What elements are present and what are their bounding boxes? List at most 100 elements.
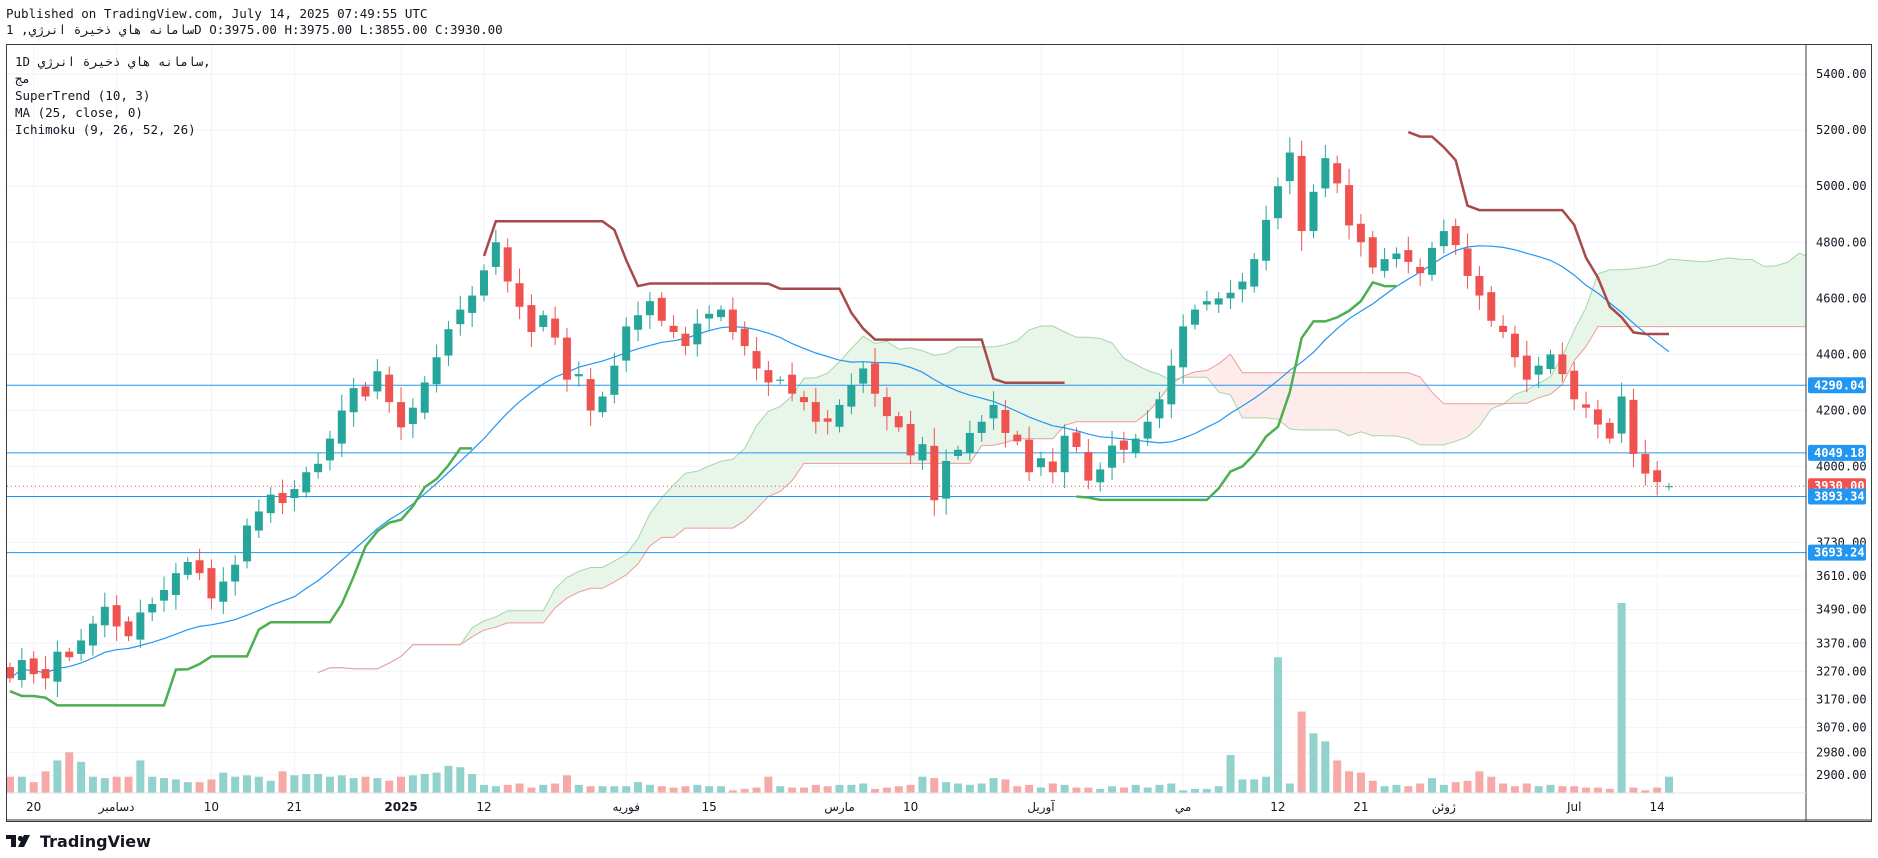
volume-bar bbox=[752, 787, 761, 793]
ichimoku-cloud-segment bbox=[1479, 403, 1492, 427]
volume-bar bbox=[539, 784, 548, 793]
legend-ichimoku[interactable]: Ichimoku (9, 26, 52, 26) bbox=[15, 122, 196, 137]
volume-bar bbox=[954, 783, 962, 793]
candle-body bbox=[1001, 409, 1010, 433]
legend-symbol[interactable]: 1D سامانه هاي ذخيرة انرژي, bbox=[15, 54, 211, 69]
candle bbox=[1179, 314, 1188, 384]
candle-body bbox=[444, 329, 453, 356]
candle-body bbox=[337, 410, 346, 444]
ichimoku-cloud-segment bbox=[1112, 342, 1124, 422]
time-tick-label: 10 bbox=[204, 800, 219, 814]
volume-bar bbox=[1250, 779, 1259, 793]
ichimoku-cloud-segment bbox=[1408, 372, 1421, 445]
volume-bar bbox=[1428, 778, 1436, 793]
volume-bar bbox=[29, 782, 38, 793]
candle-body bbox=[1546, 354, 1555, 370]
candle-body bbox=[1522, 355, 1531, 380]
candle bbox=[408, 398, 417, 438]
legend-ma[interactable]: MA (25, close, 0) bbox=[15, 105, 143, 120]
volume-bar bbox=[1487, 776, 1496, 793]
candle-body bbox=[1356, 223, 1365, 243]
legend-supertrend[interactable]: SuperTrend (10, 3) bbox=[15, 88, 151, 103]
price-tick-label: 4000.00 bbox=[1816, 460, 1867, 474]
volume-bar bbox=[835, 784, 844, 793]
volume-bar bbox=[1084, 787, 1093, 793]
volume-bar bbox=[254, 776, 263, 793]
candle-body bbox=[88, 623, 97, 646]
ichimoku-cloud-segment bbox=[649, 497, 662, 546]
candle bbox=[124, 616, 133, 642]
volume-bar bbox=[1013, 786, 1022, 793]
tradingview-brand[interactable]: TradingView bbox=[6, 830, 151, 852]
volume-bar bbox=[942, 782, 951, 793]
volume-bar bbox=[361, 776, 370, 793]
ichimoku-cloud-segment bbox=[709, 461, 721, 529]
candle-body bbox=[480, 270, 488, 296]
candle-body bbox=[693, 323, 702, 345]
candle-body bbox=[1072, 432, 1081, 447]
ichimoku-cloud-segment bbox=[1645, 264, 1658, 327]
candle-body bbox=[1036, 458, 1045, 468]
candle bbox=[1546, 349, 1555, 374]
volume-bar bbox=[17, 776, 26, 793]
ichimoku-cloud-segment bbox=[1420, 377, 1432, 445]
volume-bar bbox=[634, 782, 643, 793]
candle-body bbox=[385, 374, 394, 403]
candle bbox=[1463, 233, 1472, 289]
candle bbox=[1356, 214, 1365, 257]
candle-body bbox=[171, 573, 180, 596]
candle-body bbox=[1605, 422, 1614, 439]
volume-bar bbox=[1629, 787, 1638, 793]
candle bbox=[586, 368, 595, 427]
ichimoku-cloud-segment bbox=[1728, 257, 1741, 327]
candle bbox=[373, 359, 382, 400]
candle bbox=[503, 238, 512, 293]
candle-body bbox=[728, 309, 737, 333]
volume-bar bbox=[314, 774, 323, 793]
candle-body bbox=[1558, 354, 1567, 375]
ichimoku-cloud-segment bbox=[1870, 289, 1878, 315]
candle bbox=[645, 291, 654, 329]
candle bbox=[1368, 230, 1377, 274]
volume-bar bbox=[1582, 787, 1591, 793]
candle bbox=[1416, 258, 1425, 287]
volume-bar bbox=[53, 760, 62, 793]
volume-bar bbox=[1238, 779, 1247, 793]
ichimoku-cloud-segment bbox=[1669, 259, 1681, 327]
time-tick-label: 21 bbox=[287, 800, 302, 814]
volume-bar bbox=[302, 774, 311, 793]
candle bbox=[610, 352, 619, 404]
candle bbox=[1499, 315, 1508, 339]
candle bbox=[314, 452, 323, 479]
volume-bar bbox=[1546, 784, 1555, 793]
candle-body bbox=[243, 525, 251, 562]
ichimoku-cloud-segment bbox=[1621, 268, 1634, 327]
ichimoku-cloud-segment bbox=[1100, 338, 1113, 422]
volume-bar bbox=[1131, 784, 1140, 793]
ichimoku-cloud-segment bbox=[1064, 332, 1077, 426]
chart-frame[interactable] bbox=[6, 44, 1872, 822]
candle bbox=[1143, 409, 1152, 446]
candle-body bbox=[871, 363, 880, 394]
candle bbox=[965, 420, 974, 461]
ichimoku-cloud-segment bbox=[1751, 259, 1764, 327]
volume-bar bbox=[610, 786, 619, 793]
price-label-text: 3893.34 bbox=[1814, 490, 1865, 504]
ichimoku-cloud-segment bbox=[1289, 372, 1302, 431]
candle bbox=[1250, 252, 1259, 293]
ichimoku-cloud-segment bbox=[578, 567, 591, 593]
ichimoku-cloud-segment bbox=[1704, 260, 1717, 327]
price-tick-label: 3490.00 bbox=[1816, 603, 1867, 617]
candle-body bbox=[930, 445, 939, 501]
candle bbox=[811, 387, 820, 434]
volume-bar bbox=[385, 780, 394, 793]
candle bbox=[1510, 325, 1519, 368]
volume-bar bbox=[1617, 603, 1626, 793]
candle bbox=[1285, 137, 1294, 195]
volume-bar bbox=[1345, 771, 1354, 793]
volume-bar bbox=[598, 786, 607, 793]
ichimoku-cloud-segment bbox=[602, 561, 615, 589]
time-tick-label: مي bbox=[1175, 800, 1191, 814]
price-tick-label: 4800.00 bbox=[1816, 235, 1867, 249]
